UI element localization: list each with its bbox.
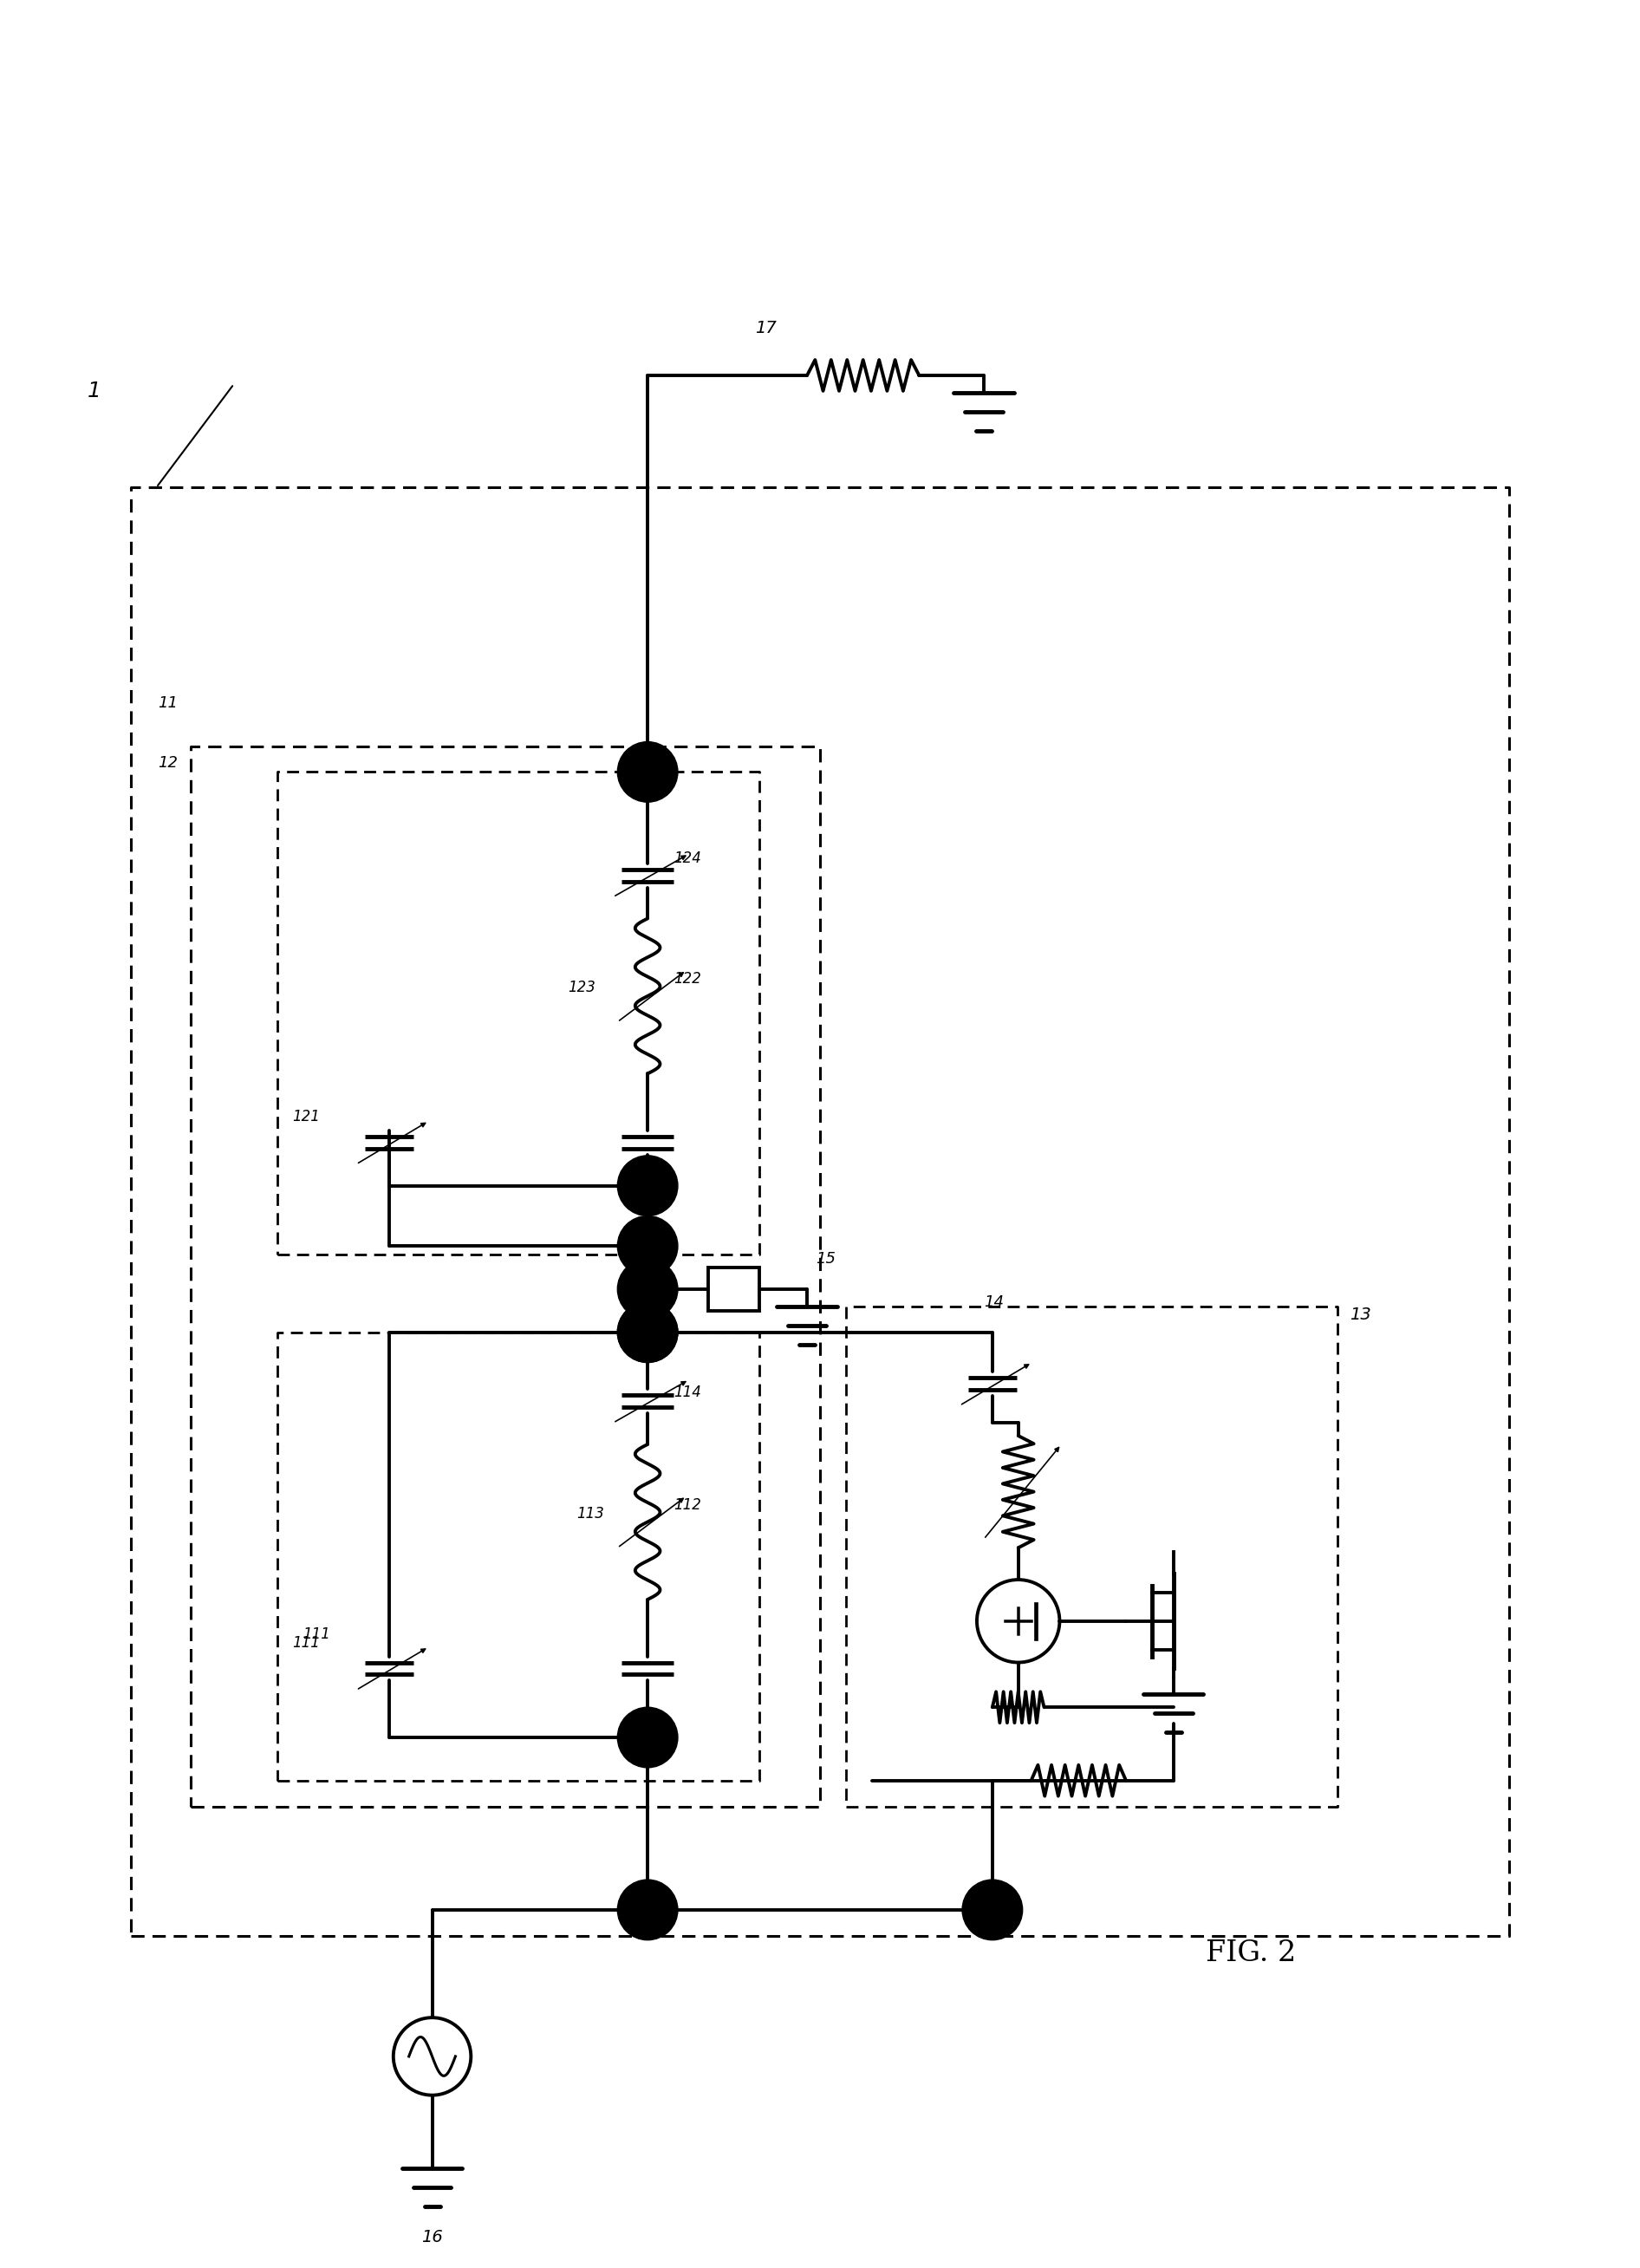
Text: 114: 114 (674, 1386, 702, 1399)
Text: 123: 123 (569, 980, 595, 996)
Text: FIG. 2: FIG. 2 (1205, 1939, 1296, 1966)
Text: 15: 15 (815, 1252, 836, 1268)
Text: 12: 12 (157, 755, 177, 771)
Circle shape (617, 1880, 677, 1939)
Circle shape (617, 1302, 677, 1363)
Text: 16: 16 (421, 2229, 443, 2245)
Circle shape (617, 1259, 677, 1320)
Text: 14: 14 (984, 1295, 1004, 1311)
Circle shape (617, 1302, 677, 1363)
Bar (708, 1268, 759, 1311)
Text: 1: 1 (87, 381, 102, 401)
Text: 121: 121 (292, 1109, 320, 1125)
Circle shape (617, 1157, 677, 1216)
Text: 111: 111 (303, 1626, 331, 1642)
Circle shape (617, 1708, 677, 1767)
Text: 111: 111 (292, 1635, 320, 1651)
Text: 11: 11 (157, 696, 177, 710)
Text: 113: 113 (577, 1506, 605, 1522)
Text: 112: 112 (674, 1497, 702, 1513)
Text: 124: 124 (674, 850, 702, 866)
Circle shape (617, 742, 677, 803)
Circle shape (963, 1880, 1023, 1939)
Text: 13: 13 (1350, 1306, 1371, 1322)
Text: 122: 122 (674, 971, 702, 987)
Text: 17: 17 (756, 320, 777, 336)
Circle shape (617, 1216, 677, 1277)
